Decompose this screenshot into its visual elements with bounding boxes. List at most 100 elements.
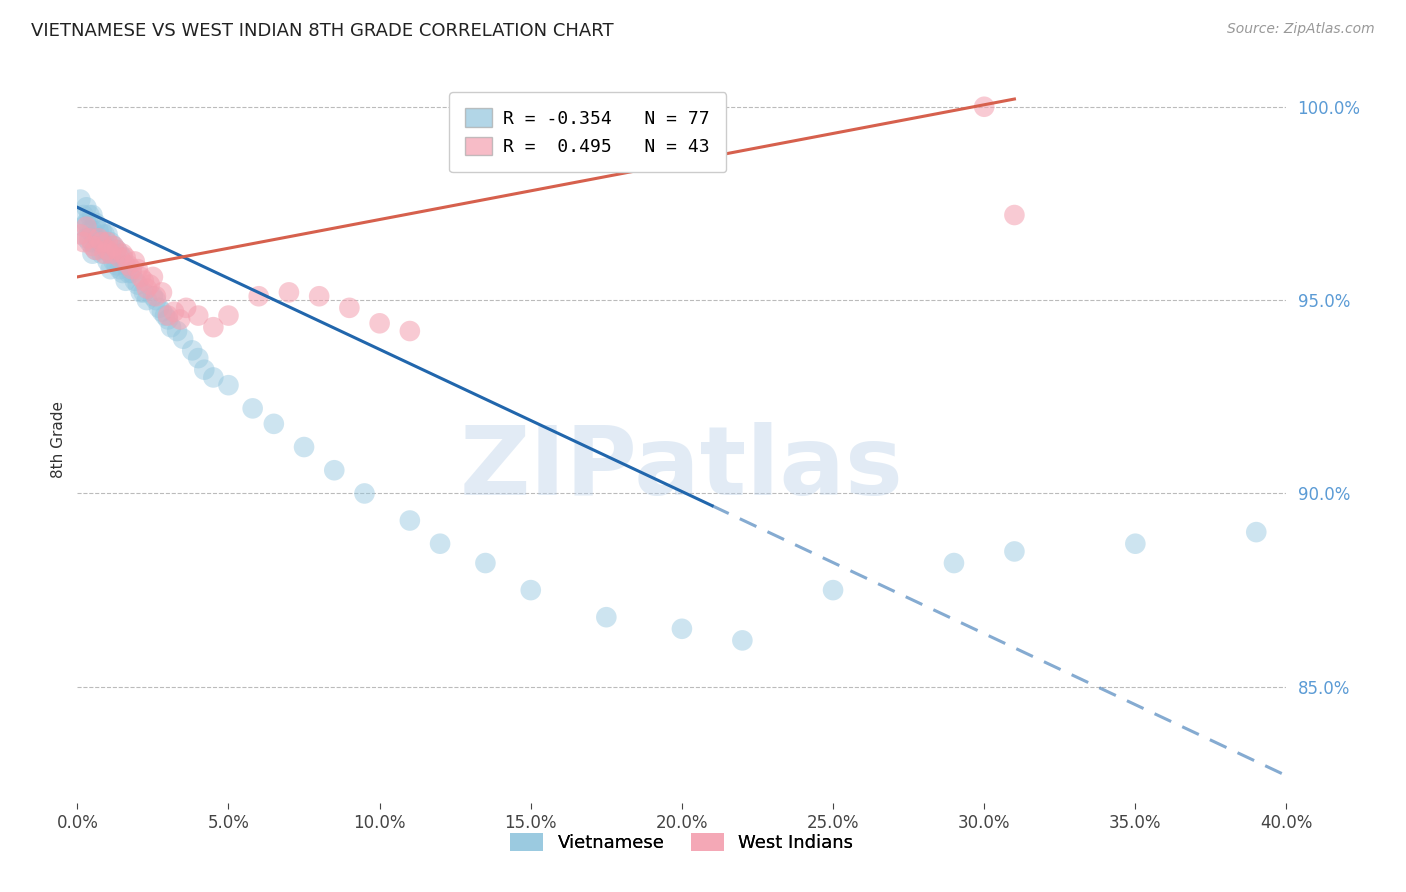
Point <box>114 274 136 288</box>
Point <box>127 262 149 277</box>
Point <box>142 269 165 284</box>
Point <box>108 246 131 260</box>
Point <box>96 227 118 242</box>
Point <box>82 223 104 237</box>
Point <box>263 417 285 431</box>
Y-axis label: 8th Grade: 8th Grade <box>51 401 66 478</box>
Point <box>114 258 136 272</box>
Point <box>142 289 165 303</box>
Point <box>1004 544 1026 558</box>
Point <box>79 223 101 237</box>
Point <box>202 370 225 384</box>
Point <box>100 235 122 249</box>
Point <box>82 246 104 260</box>
Point <box>118 266 141 280</box>
Point <box>96 243 118 257</box>
Point <box>111 251 134 265</box>
Point <box>90 246 112 260</box>
Point <box>87 231 110 245</box>
Point <box>105 243 128 257</box>
Point <box>368 316 391 330</box>
Point <box>75 231 97 245</box>
Point <box>75 219 97 234</box>
Point <box>87 235 110 249</box>
Point <box>308 289 330 303</box>
Point <box>169 312 191 326</box>
Point <box>1004 208 1026 222</box>
Point <box>399 324 422 338</box>
Point <box>166 324 188 338</box>
Point <box>87 223 110 237</box>
Point <box>247 289 270 303</box>
Point <box>84 231 107 245</box>
Point <box>90 223 112 237</box>
Point <box>100 246 122 260</box>
Point <box>187 309 209 323</box>
Point <box>69 193 91 207</box>
Point <box>84 243 107 257</box>
Point <box>105 243 128 257</box>
Point <box>474 556 496 570</box>
Point <box>79 231 101 245</box>
Point <box>72 219 94 234</box>
Point <box>96 243 118 257</box>
Point <box>187 351 209 365</box>
Point <box>135 281 157 295</box>
Point <box>731 633 754 648</box>
Point <box>103 239 125 253</box>
Point <box>82 239 104 253</box>
Point <box>353 486 375 500</box>
Point <box>72 208 94 222</box>
Point <box>72 235 94 249</box>
Point <box>153 309 176 323</box>
Point <box>1246 525 1268 540</box>
Point <box>90 235 112 249</box>
Point <box>148 301 170 315</box>
Point <box>429 537 451 551</box>
Point <box>218 378 240 392</box>
Point <box>84 243 107 257</box>
Legend: Vietnamese, West Indians: Vietnamese, West Indians <box>503 825 860 859</box>
Point <box>399 514 422 528</box>
Point <box>108 251 131 265</box>
Point <box>973 100 995 114</box>
Point <box>121 262 143 277</box>
Point <box>114 251 136 265</box>
Point <box>79 235 101 249</box>
Text: VIETNAMESE VS WEST INDIAN 8TH GRADE CORRELATION CHART: VIETNAMESE VS WEST INDIAN 8TH GRADE CORR… <box>31 22 613 40</box>
Point <box>595 610 617 624</box>
Point <box>108 262 131 277</box>
Point <box>278 285 301 300</box>
Point <box>242 401 264 416</box>
Point <box>157 309 180 323</box>
Point <box>75 200 97 214</box>
Point <box>127 277 149 292</box>
Point <box>520 583 543 598</box>
Point <box>96 235 118 249</box>
Point <box>193 362 215 376</box>
Point <box>671 622 693 636</box>
Point <box>124 254 146 268</box>
Point <box>100 262 122 277</box>
Point <box>139 277 162 292</box>
Point <box>132 285 155 300</box>
Point <box>82 208 104 222</box>
Point <box>82 235 104 249</box>
Point <box>1123 537 1146 551</box>
Text: ZIPatlas: ZIPatlas <box>460 422 904 515</box>
Point <box>93 243 115 257</box>
Point <box>90 235 112 249</box>
Point <box>337 301 360 315</box>
Point <box>93 246 115 260</box>
Point <box>93 227 115 242</box>
Point <box>181 343 204 358</box>
Point <box>105 258 128 272</box>
Point <box>218 309 240 323</box>
Point <box>160 320 183 334</box>
Point <box>172 332 194 346</box>
Point <box>174 301 197 315</box>
Point <box>145 289 167 303</box>
Point <box>84 216 107 230</box>
Point <box>124 274 146 288</box>
Point <box>103 254 125 268</box>
